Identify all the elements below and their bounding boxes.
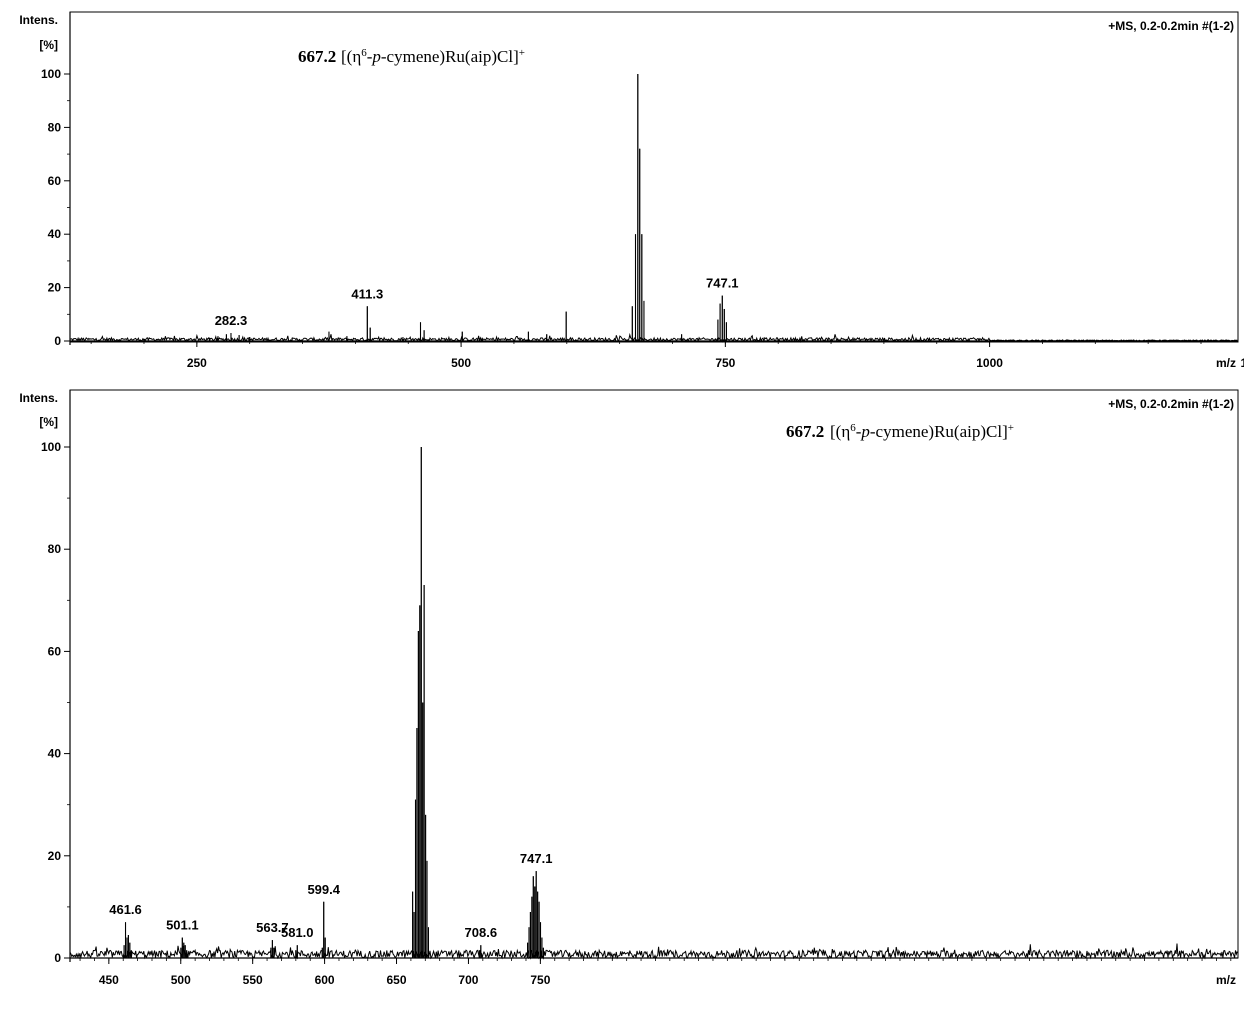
x-tick-label: 1250 — [1241, 356, 1244, 370]
x-tick-label: 1000 — [976, 356, 1003, 370]
peak-label: 501.1 — [166, 918, 199, 933]
y-tick-label: 40 — [48, 227, 62, 241]
x-tick-label: 650 — [387, 973, 407, 987]
peak-label: 747.1 — [706, 276, 739, 291]
y-axis-unit: [%] — [39, 38, 58, 52]
spectrum-trace — [69, 74, 1238, 343]
y-tick-label: 60 — [48, 174, 62, 188]
plot-frame — [69, 11, 1239, 343]
y-tick-label: 40 — [48, 747, 62, 761]
peak-label: 708.6 — [465, 925, 498, 940]
x-tick-label: 600 — [315, 973, 335, 987]
peak-label: 461.6 — [109, 902, 142, 917]
x-tick-label: 550 — [243, 973, 263, 987]
x-tick-label: 500 — [451, 356, 471, 370]
acquisition-header: +MS, 0.2-0.2min #(1-2) — [1108, 19, 1234, 33]
y-tick-label: 80 — [48, 542, 62, 556]
peak-label: 581.0 — [281, 925, 314, 940]
y-tick-label: 20 — [48, 849, 62, 863]
main-peak-formula: [(η6-p-cymene)Ru(aip)Cl]+ — [830, 422, 1014, 441]
y-axis-unit: [%] — [39, 415, 58, 429]
x-tick-label: 250 — [187, 356, 207, 370]
x-tick-label: 750 — [715, 356, 735, 370]
x-axis-title: m/z — [1216, 356, 1236, 370]
y-tick-label: 100 — [41, 440, 61, 454]
peak-label: 411.3 — [351, 286, 383, 301]
main-peak-label: 667.2 — [298, 47, 336, 66]
acquisition-header: +MS, 0.2-0.2min #(1-2) — [1108, 397, 1234, 411]
x-tick-label: 500 — [171, 973, 191, 987]
y-tick-label: 60 — [48, 644, 62, 658]
x-tick-label: 700 — [458, 973, 478, 987]
y-tick-label: 20 — [48, 281, 62, 295]
y-tick-label: 0 — [54, 951, 61, 965]
x-tick-label: 450 — [99, 973, 119, 987]
peak-label: 282.3 — [215, 313, 248, 328]
y-tick-label: 100 — [41, 67, 61, 81]
plot-frame — [69, 389, 1239, 959]
ms-panel-full-range: +MS, 0.2-0.2min #(1-2) Intens. [%] m/z 6… — [19, 11, 1244, 370]
y-tick-label: 80 — [48, 120, 62, 134]
peak-label: 599.4 — [307, 882, 340, 897]
y-axis-title: Intens. — [19, 13, 58, 27]
x-axis-title: m/z — [1216, 973, 1236, 987]
main-peak-formula: [(η6-p-cymene)Ru(aip)Cl]+ — [341, 47, 525, 66]
peak-label: 747.1 — [520, 851, 553, 866]
x-tick-label: 750 — [530, 973, 550, 987]
peak-label: 563.7 — [256, 920, 289, 935]
y-axis-title: Intens. — [19, 391, 58, 405]
y-tick-label: 0 — [54, 334, 61, 348]
spectrum-trace — [69, 447, 1238, 960]
ms-panel-zoomed: +MS, 0.2-0.2min #(1-2) Intens. [%] m/z 6… — [19, 389, 1239, 987]
main-peak-label: 667.2 — [786, 422, 824, 441]
